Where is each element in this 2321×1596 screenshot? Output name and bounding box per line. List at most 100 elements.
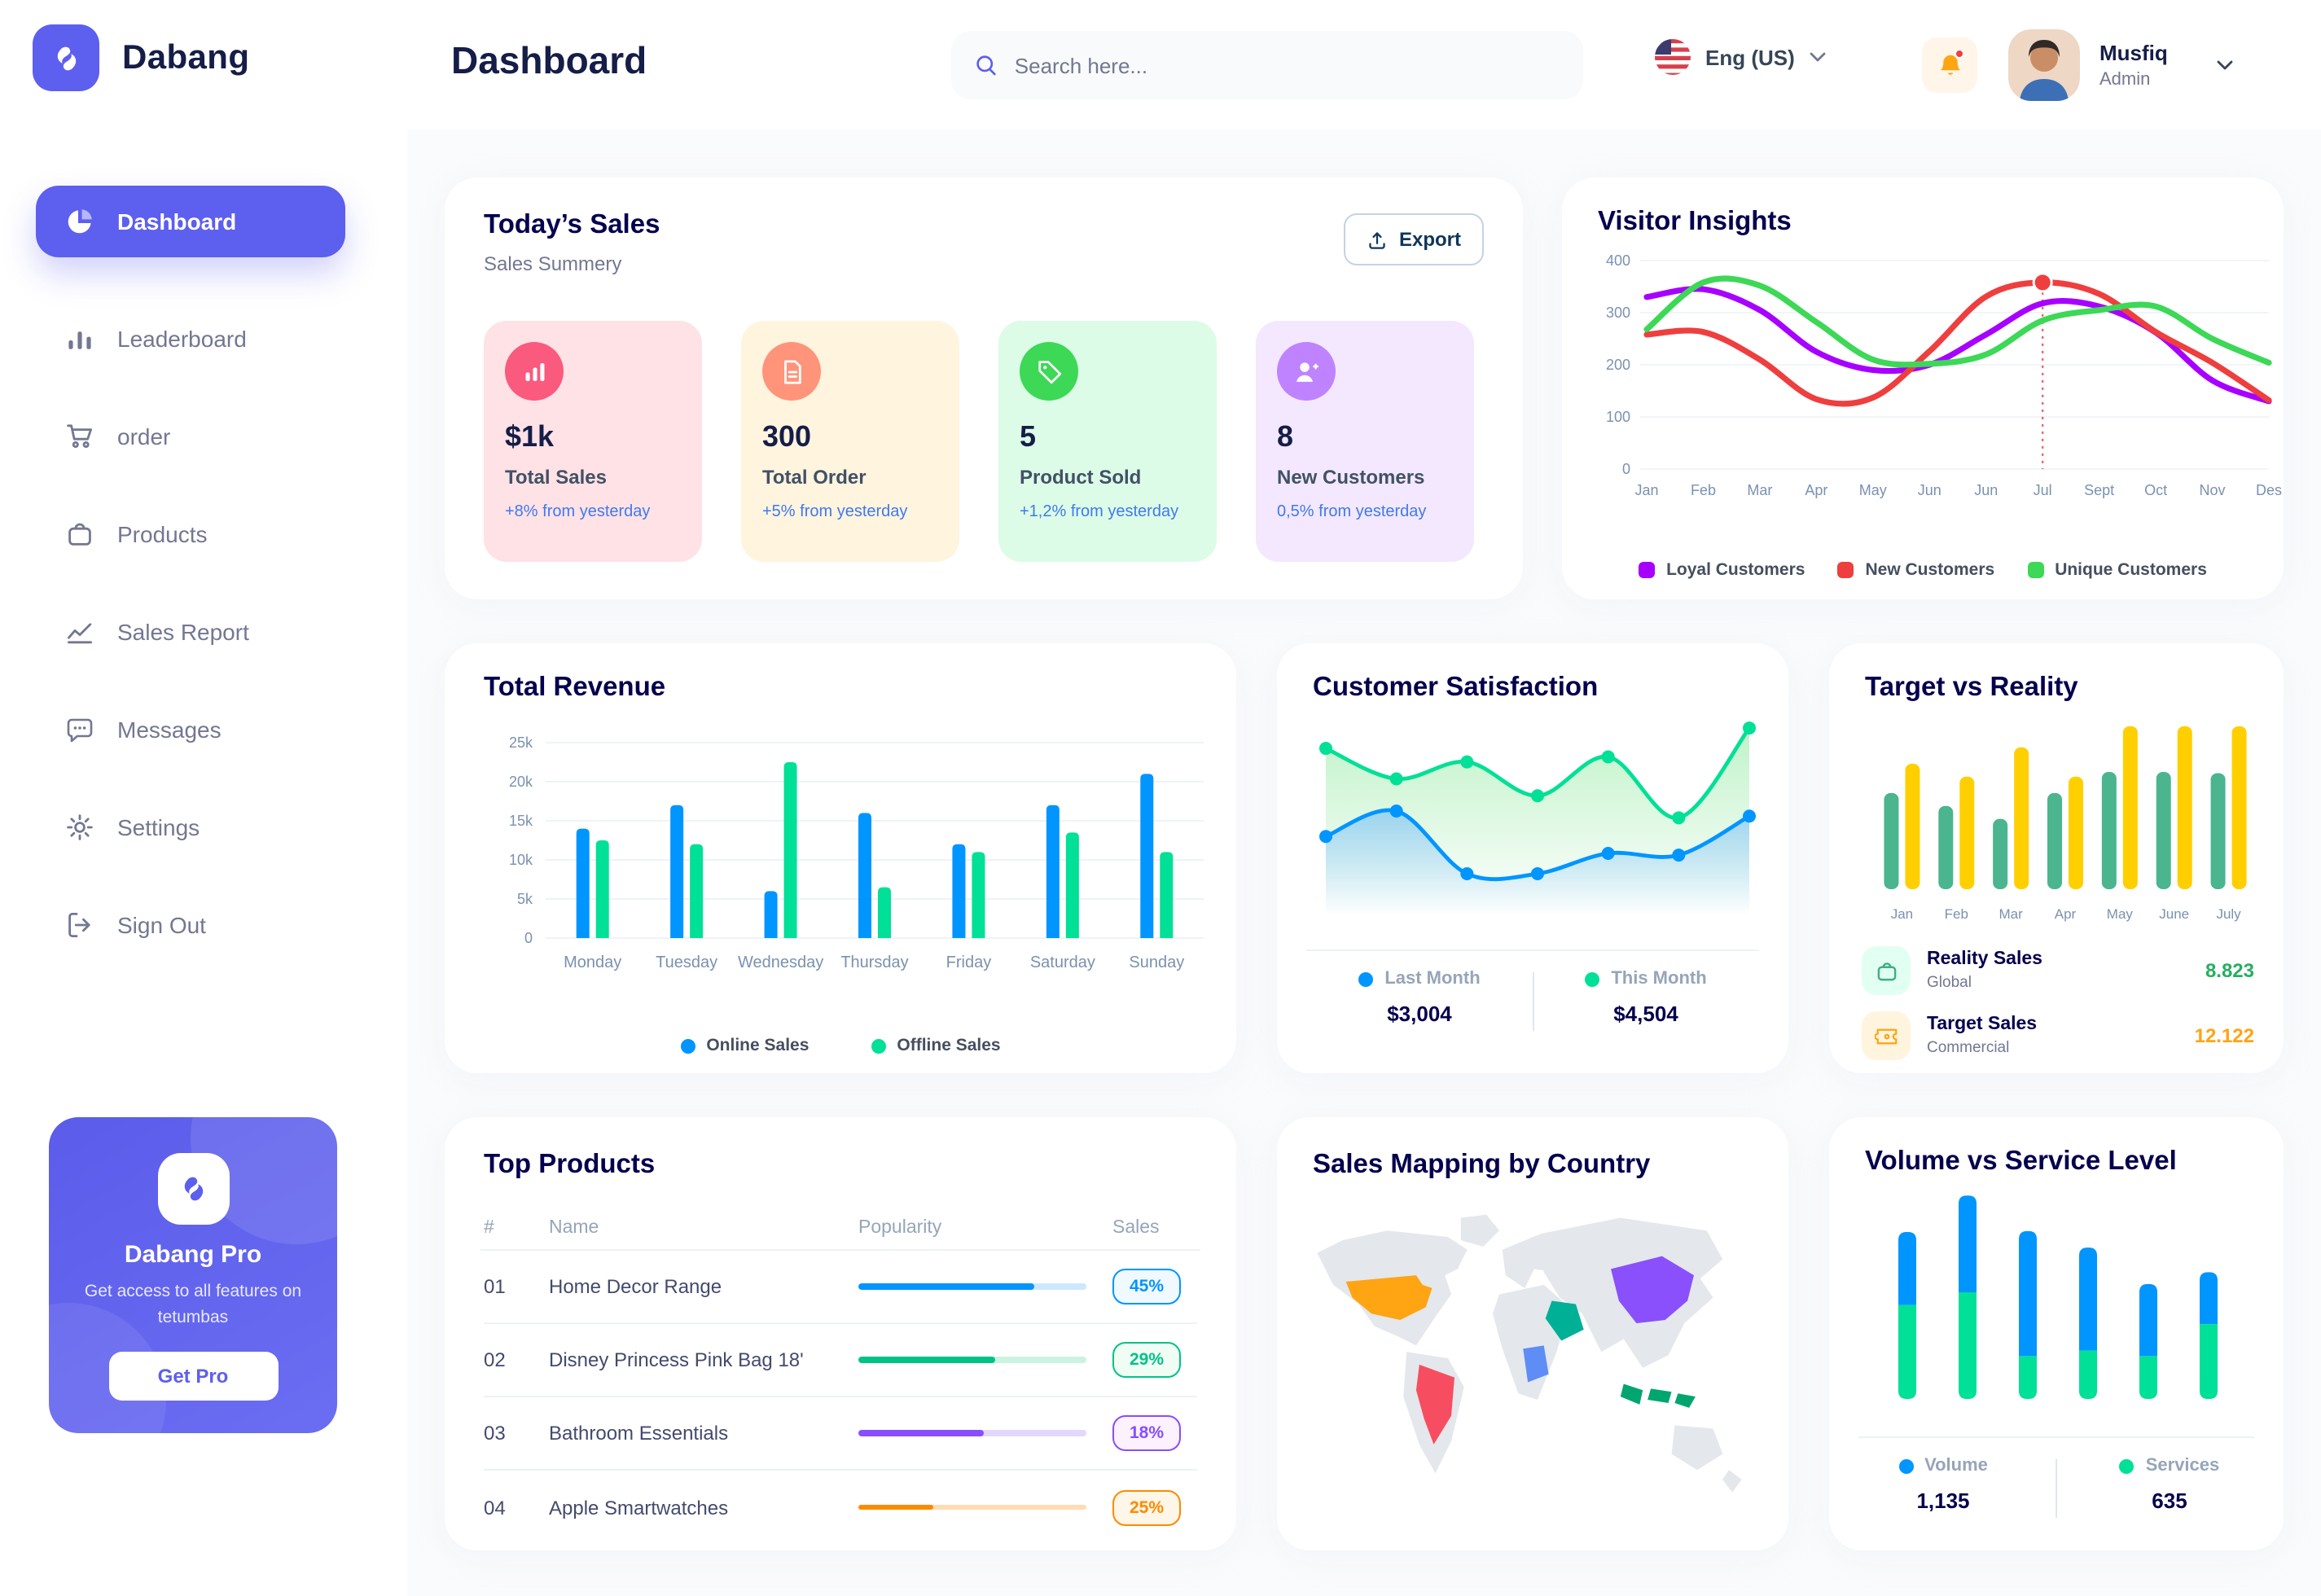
stat-label: New Customers xyxy=(1277,466,1425,489)
volume-vs-service-chart xyxy=(1898,1195,2218,1399)
this-month-legend: This Month $4,504 xyxy=(1556,969,1735,1026)
target-vs-reality-title: Target vs Reality xyxy=(1865,673,2078,702)
product-name: Apple Smartwatches xyxy=(549,1496,729,1519)
export-button[interactable]: Export xyxy=(1343,213,1484,265)
target-sales-icon-box xyxy=(1862,1011,1911,1060)
legend-label: Last Month xyxy=(1384,969,1481,989)
target-vs-reality-card: Target vs Reality Jan Feb Mar Apr May June Jul… xyxy=(1829,643,2284,1073)
stat-label: Product Sold xyxy=(1020,466,1142,489)
target-sales-texts: Target Sales Commercial xyxy=(1927,1015,2037,1057)
legend-item: Unique Customers xyxy=(2027,560,2207,580)
new-customers-swatch xyxy=(1837,562,1854,578)
language-label: Eng (US) xyxy=(1705,45,1795,69)
product-name: Bathroom Essentials xyxy=(549,1422,729,1445)
top-products-title: Top Products xyxy=(484,1150,656,1179)
sidebar-item-dashboard[interactable]: Dashboard xyxy=(36,186,345,257)
svg-text:200: 200 xyxy=(1606,357,1630,373)
stat-card-new-customers: 8 New Customers 0,5% from yesterday xyxy=(1256,321,1474,562)
legend-label: Online Sales xyxy=(706,1036,809,1055)
divider xyxy=(1858,1436,2254,1438)
sales-badge: 29% xyxy=(1112,1342,1181,1378)
svg-text:Friday: Friday xyxy=(946,954,992,971)
sidebar-item-leaderboard[interactable]: Leaderboard xyxy=(36,303,345,375)
target-vs-reality-chart: Jan Feb Mar Apr May June July xyxy=(1884,726,2247,922)
stat-label: Total Sales xyxy=(505,466,607,489)
product-name: Disney Princess Pink Bag 18' xyxy=(549,1348,804,1371)
user-role: Admin xyxy=(2099,70,2151,90)
legend-item: New Customers xyxy=(1837,560,1994,580)
sidebar-item-settings[interactable]: Settings xyxy=(36,791,345,863)
svg-text:Mar: Mar xyxy=(1747,482,1772,498)
offline-sales-dot xyxy=(871,1038,886,1053)
sign-out-icon xyxy=(65,910,94,940)
bell-icon xyxy=(1939,54,1960,74)
sales-mapping-title: Sales Mapping by Country xyxy=(1313,1150,1651,1179)
reality-sales-label: Reality Sales xyxy=(1927,949,2042,969)
sidebar-item-products[interactable]: Products xyxy=(36,498,345,570)
svg-text:400: 400 xyxy=(1606,252,1630,269)
product-name: Home Decor Range xyxy=(549,1275,722,1298)
notifications-button[interactable] xyxy=(1922,37,1977,93)
country-saudi-arabia xyxy=(1545,1300,1584,1341)
this-month-total: $4,504 xyxy=(1613,1002,1678,1026)
continent-greenland xyxy=(1460,1214,1499,1247)
svg-text:Sunday: Sunday xyxy=(1129,954,1184,971)
profile-menu[interactable]: Musfiq Admin xyxy=(2008,29,2233,101)
volume-vs-service-title: Volume vs Service Level xyxy=(1865,1147,2177,1176)
volume-vs-service-card: Volume vs Service Level Volume 1,135 Ser… xyxy=(1829,1117,2284,1550)
visitor-insights-card: Visitor Insights 0 100 200 300 400 Jan Feb Mar A… xyxy=(1562,178,2284,599)
sales-badge: 18% xyxy=(1112,1415,1181,1451)
last-month-legend: Last Month $3,004 xyxy=(1330,969,1509,1026)
svg-text:300: 300 xyxy=(1606,305,1630,321)
online-sales-dot xyxy=(680,1038,695,1053)
cart-icon xyxy=(65,422,94,451)
services-legend: Services 635 xyxy=(2080,1456,2259,1513)
sidebar-item-label: order xyxy=(117,423,171,449)
country-united-states xyxy=(1345,1275,1433,1321)
product-row-03: 03 Bathroom Essentials 18% xyxy=(484,1397,1197,1471)
todays-sales-card: Today’s Sales Sales Summery Export $1k To… xyxy=(445,178,1523,599)
total-revenue-chart: 0 5k 10k 15k 20k 25k Monday Tuesday Wednesday Thu… xyxy=(509,734,1204,971)
sidebar-item-sign-out[interactable]: Sign Out xyxy=(36,889,345,961)
total-revenue-title: Total Revenue xyxy=(484,673,666,702)
dabang-pro-icon xyxy=(157,1153,229,1225)
reality-sales-value: 8.823 xyxy=(2205,959,2254,982)
svg-text:100: 100 xyxy=(1606,409,1630,425)
last-month-total: $3,004 xyxy=(1387,1002,1452,1026)
volume-dot xyxy=(1898,1458,1914,1473)
stat-delta: +5% from yesterday xyxy=(762,503,908,521)
sidebar-item-label: Sales Report xyxy=(117,619,249,645)
sidebar: Dabang Dashboard Leaderboard order Products… xyxy=(0,0,407,1596)
stat-card-total-order: 300 Total Order +5% from yesterday xyxy=(741,321,959,562)
world-map xyxy=(1317,1214,1742,1493)
country-indonesia xyxy=(1620,1383,1696,1408)
svg-text:25k: 25k xyxy=(509,734,533,751)
sales-badge: 45% xyxy=(1112,1269,1181,1304)
sidebar-item-messages[interactable]: Messages xyxy=(36,694,345,765)
product-number: 01 xyxy=(484,1275,506,1298)
svg-text:20k: 20k xyxy=(509,774,533,790)
profile-texts: Musfiq Admin xyxy=(2099,41,2168,90)
sidebar-item-sales-report[interactable]: Sales Report xyxy=(36,596,345,668)
svg-text:May: May xyxy=(2107,906,2134,922)
sales-mapping-card: Sales Mapping by Country xyxy=(1277,1117,1788,1550)
svg-text:0: 0 xyxy=(524,930,533,946)
brand: Dabang xyxy=(0,0,407,91)
svg-text:Jan: Jan xyxy=(1891,906,1913,922)
get-pro-button[interactable]: Get Pro xyxy=(108,1351,278,1400)
search-icon xyxy=(976,55,996,76)
sidebar-item-order[interactable]: order xyxy=(36,401,345,472)
todays-sales-subtitle: Sales Summery xyxy=(484,252,622,275)
svg-text:0: 0 xyxy=(1622,461,1630,477)
product-row-02: 02 Disney Princess Pink Bag 18' 29% xyxy=(484,1324,1197,1397)
last-month-dot xyxy=(1358,971,1374,986)
language-selector[interactable]: Eng (US) xyxy=(1655,39,1826,75)
search-bar xyxy=(951,31,1583,99)
stat-value: $1k xyxy=(505,420,555,453)
search-input[interactable] xyxy=(1014,53,1560,77)
country-dr-congo xyxy=(1523,1345,1549,1383)
sidebar-item-label: Dashboard xyxy=(117,208,237,235)
todays-sales-title: Today’s Sales xyxy=(484,210,660,239)
stat-value: 300 xyxy=(762,420,812,453)
